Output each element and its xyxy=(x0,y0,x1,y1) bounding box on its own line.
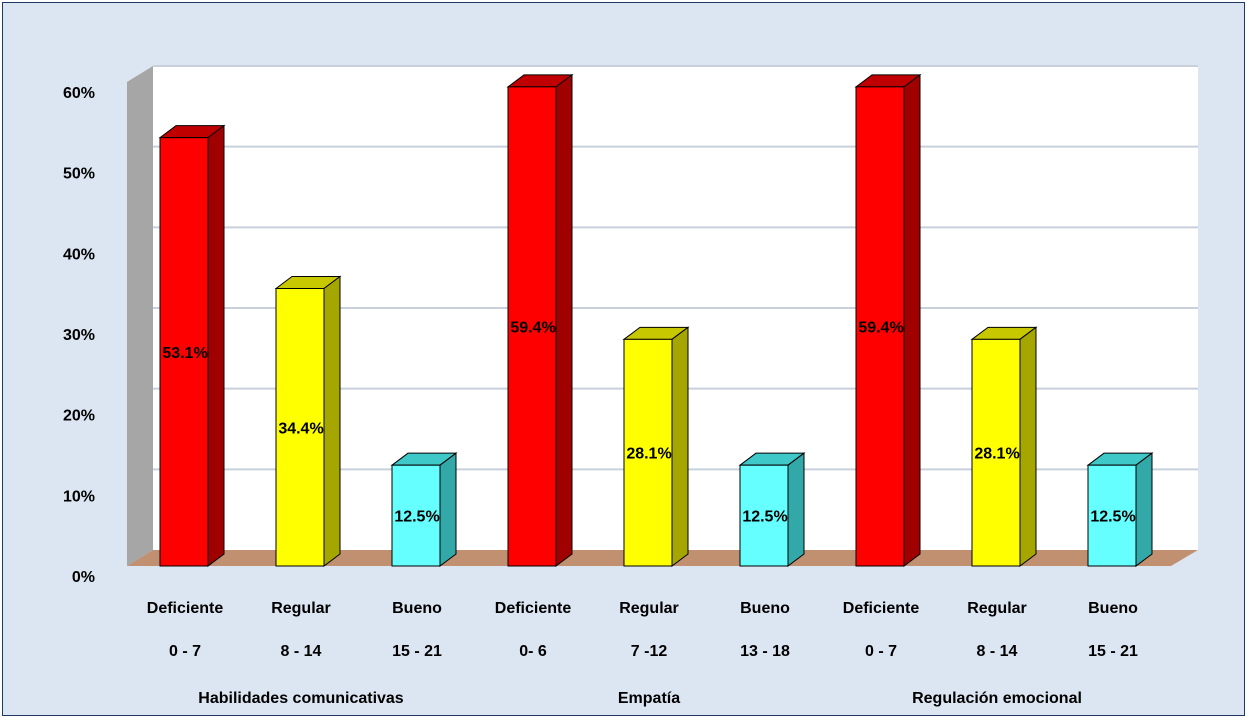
category-range-label: 8 - 14 xyxy=(977,643,1018,660)
category-label: Bueno xyxy=(1088,600,1138,617)
y-tick-label: 10% xyxy=(63,488,95,505)
bar-side-red xyxy=(903,73,921,567)
category-range-label: 0 - 7 xyxy=(865,643,897,660)
data-label: 12.5% xyxy=(742,509,787,526)
data-label: 53.1% xyxy=(162,345,207,362)
group-label: Habilidades comunicativas xyxy=(198,690,404,707)
category-range-label: 15 - 21 xyxy=(392,643,442,660)
bar-side-red xyxy=(207,124,225,567)
y-tick-label: 50% xyxy=(63,166,95,183)
category-label: Deficiente xyxy=(843,600,920,617)
category-label: Regular xyxy=(967,600,1027,617)
category-label: Deficiente xyxy=(495,600,572,617)
y-tick-label: 0% xyxy=(72,569,95,586)
bar-side-cyan xyxy=(1135,452,1153,567)
data-label: 28.1% xyxy=(626,446,671,463)
category-range-label: 0- 6 xyxy=(519,643,547,660)
category-label: Bueno xyxy=(740,600,790,617)
bar-side-cyan xyxy=(787,452,805,567)
category-range-label: 15 - 21 xyxy=(1088,643,1138,660)
bar-red xyxy=(159,137,209,567)
bar-side-cyan xyxy=(439,452,457,567)
data-label: 28.1% xyxy=(974,446,1019,463)
data-label: 59.4% xyxy=(858,319,903,336)
data-label: 12.5% xyxy=(394,509,439,526)
group-label: Empatía xyxy=(618,690,680,707)
bar-side-red xyxy=(555,73,573,567)
bar-yellow xyxy=(971,338,1021,567)
category-label: Regular xyxy=(271,600,331,617)
bar-red xyxy=(855,86,905,567)
bar-red xyxy=(507,86,557,567)
bar-side-yellow xyxy=(671,326,689,567)
data-label: 59.4% xyxy=(510,319,555,336)
bar-cyan xyxy=(391,464,441,567)
bar-yellow xyxy=(275,288,325,567)
category-label: Bueno xyxy=(392,600,442,617)
group-label: Regulación emocional xyxy=(912,690,1082,707)
bar-side-yellow xyxy=(1019,326,1037,567)
bar-cyan xyxy=(1087,464,1137,567)
y-tick-label: 60% xyxy=(63,85,95,102)
bar-side-yellow xyxy=(323,275,341,567)
data-label: 34.4% xyxy=(278,420,323,437)
category-label: Deficiente xyxy=(147,600,224,617)
plot-side-wall xyxy=(127,66,153,566)
y-tick-label: 20% xyxy=(63,408,95,425)
category-label: Regular xyxy=(619,600,679,617)
category-range-label: 8 - 14 xyxy=(281,643,322,660)
data-label: 12.5% xyxy=(1090,509,1135,526)
bar-yellow xyxy=(623,338,673,567)
category-range-label: 7 -12 xyxy=(631,643,668,660)
bar-chart: 0% 10% 20% 30% 40% 50% 60% 53.1% Deficiente 0 - 7… xyxy=(63,65,1198,707)
y-tick-label: 30% xyxy=(63,327,95,344)
y-tick-label: 40% xyxy=(63,246,95,263)
category-range-label: 0 - 7 xyxy=(169,643,201,660)
category-range-label: 13 - 18 xyxy=(740,643,790,660)
bar-cyan xyxy=(739,464,789,567)
